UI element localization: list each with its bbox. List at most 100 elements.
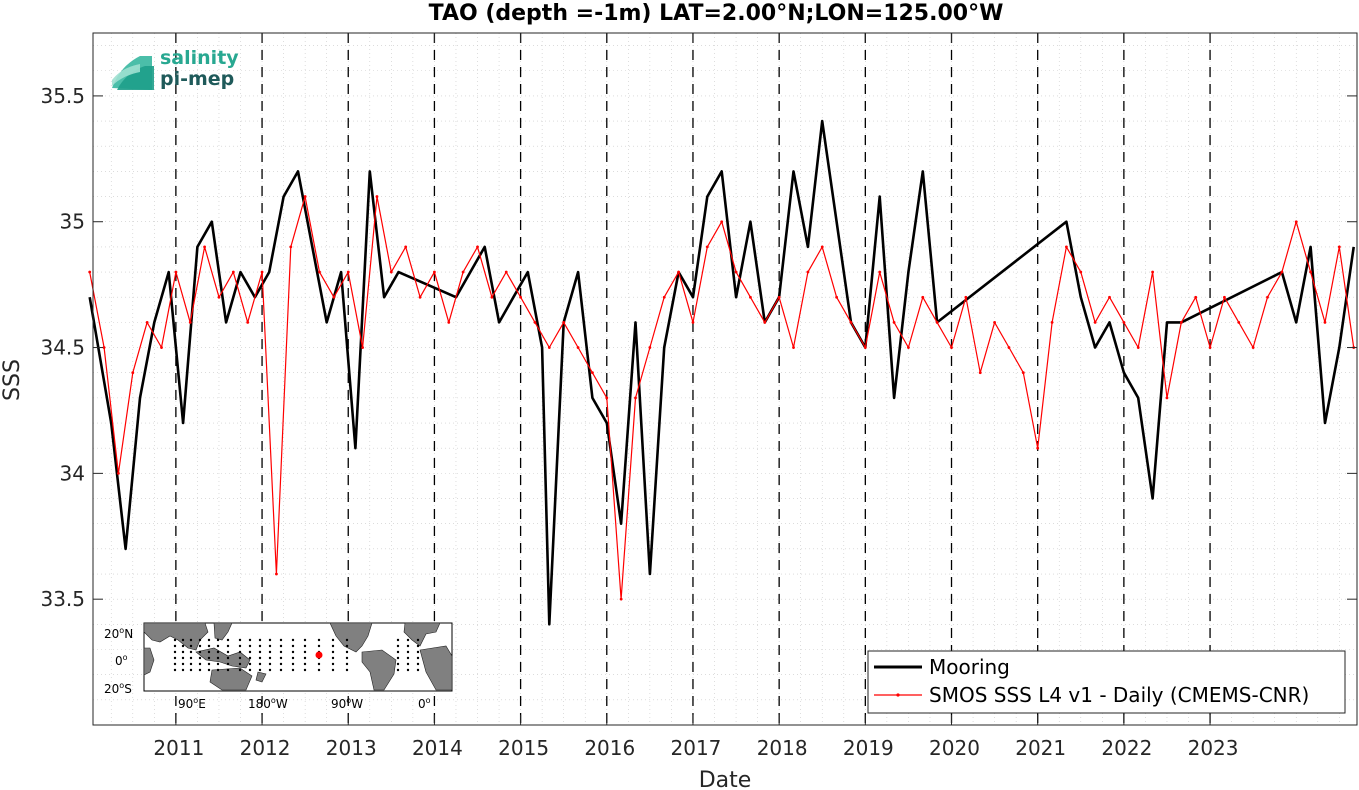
mooring-dot: [207, 638, 211, 642]
mooring-dot: [189, 650, 193, 654]
mooring-dot: [216, 656, 220, 660]
mooring-dot: [189, 644, 193, 648]
series-point-1: [1007, 346, 1011, 349]
series-point-1: [1194, 295, 1198, 299]
series-point-1: [591, 371, 594, 375]
series-point-1: [490, 295, 494, 299]
legend-label-smos: SMOS SSS L4 v1 - Daily (CMEMS-CNR): [929, 683, 1309, 707]
mooring-dot: [291, 656, 295, 660]
mooring-dot: [317, 668, 321, 672]
mooring-dot: [406, 662, 410, 666]
series-point-1: [777, 295, 781, 299]
mooring-dot: [226, 656, 230, 660]
selected-mooring-marker: [315, 651, 323, 659]
series-point-1: [1079, 270, 1083, 274]
series-point-1: [648, 346, 652, 349]
mooring-dot: [198, 644, 202, 648]
series-point-1: [1208, 346, 1212, 349]
series-point-1: [734, 270, 738, 274]
svg-text:20oS: 20oS: [104, 681, 132, 696]
series-point-1: [562, 320, 566, 324]
mooring-dot: [181, 662, 185, 666]
mooring-dot: [238, 662, 242, 666]
mooring-dot: [317, 638, 321, 642]
mooring-dot: [173, 644, 177, 648]
mooring-dot: [181, 656, 185, 660]
series-point-1: [935, 320, 939, 324]
map-lat-labels: 20oN 0o 20oS: [104, 626, 133, 696]
mooring-dot: [216, 650, 220, 654]
logo-line1: salinity: [160, 47, 239, 69]
mooring-dot: [345, 656, 349, 660]
y-axis-ticks: 33.5 34 34.5 35 35.5: [40, 84, 1357, 611]
svg-text:0o: 0o: [115, 653, 128, 668]
mooring-dot: [396, 668, 400, 672]
mooring-dot: [173, 656, 177, 660]
mooring-dot: [189, 656, 193, 660]
series-point-1: [1337, 245, 1341, 249]
mooring-dot: [226, 644, 230, 648]
series-point-1: [993, 320, 997, 324]
mooring-dot: [258, 656, 262, 660]
mooring-dot: [248, 656, 252, 660]
mooring-dot: [345, 638, 349, 642]
x-tick-label: 2021: [1015, 736, 1066, 760]
mooring-dot: [226, 650, 230, 654]
series-point-1: [318, 270, 321, 274]
series-point-1: [174, 270, 178, 274]
series-point-1: [1237, 320, 1241, 324]
x-tick-label: 2016: [584, 736, 635, 760]
mooring-dot: [268, 656, 272, 660]
mooring-dot: [181, 668, 185, 672]
series-point-1: [1108, 295, 1111, 299]
series-point-1: [117, 471, 120, 475]
plot-area: [93, 33, 1357, 725]
x-tick-label: 2015: [498, 736, 549, 760]
mooring-dot: [406, 668, 410, 672]
mooring-dot: [216, 644, 220, 648]
mooring-dot: [303, 656, 307, 660]
mooring-dot: [181, 644, 185, 648]
mooring-dot: [331, 656, 335, 660]
mooring-dot: [258, 638, 262, 642]
mooring-dot: [416, 662, 420, 666]
mooring-dot: [238, 638, 242, 642]
mooring-dot: [303, 644, 307, 648]
series-point-1: [102, 346, 106, 349]
mooring-dot: [291, 644, 295, 648]
logo-line2: pi-mep: [160, 68, 234, 90]
x-tick-label: 2022: [1101, 736, 1152, 760]
series-point-1: [792, 346, 795, 349]
series-point-1: [188, 320, 192, 324]
mooring-dot: [173, 650, 177, 654]
series-point-1: [1151, 270, 1155, 274]
x-tick-label: 2020: [929, 736, 980, 760]
series-point-1: [160, 346, 163, 349]
mooring-dot: [279, 644, 283, 648]
mooring-dot: [238, 650, 242, 654]
mooring-dot: [291, 662, 295, 666]
mooring-dot: [173, 662, 177, 666]
y-tick-label: 33.5: [40, 587, 85, 611]
series-point-1: [332, 295, 336, 299]
series-point-1: [820, 245, 824, 249]
series-point-1: [404, 245, 408, 249]
series-point-1: [1294, 220, 1298, 224]
series-point-1: [634, 396, 637, 400]
series-point-1: [88, 270, 92, 274]
mooring-dot: [279, 662, 283, 666]
legend: Mooring SMOS SSS L4 v1 - Daily (CMEMS-CN…: [867, 650, 1346, 714]
series-line-0: [88, 119, 1355, 626]
series-point-1: [576, 346, 580, 349]
mooring-dot: [345, 650, 349, 654]
mooring-dot: [317, 644, 321, 648]
series-point-1: [749, 295, 752, 299]
mooring-dot: [416, 650, 420, 654]
mooring-dot: [331, 644, 335, 648]
mooring-dot: [268, 650, 272, 654]
mooring-dot: [406, 638, 410, 642]
series-point-1: [907, 346, 910, 349]
mooring-dot: [258, 662, 262, 666]
mooring-dot: [226, 668, 230, 672]
